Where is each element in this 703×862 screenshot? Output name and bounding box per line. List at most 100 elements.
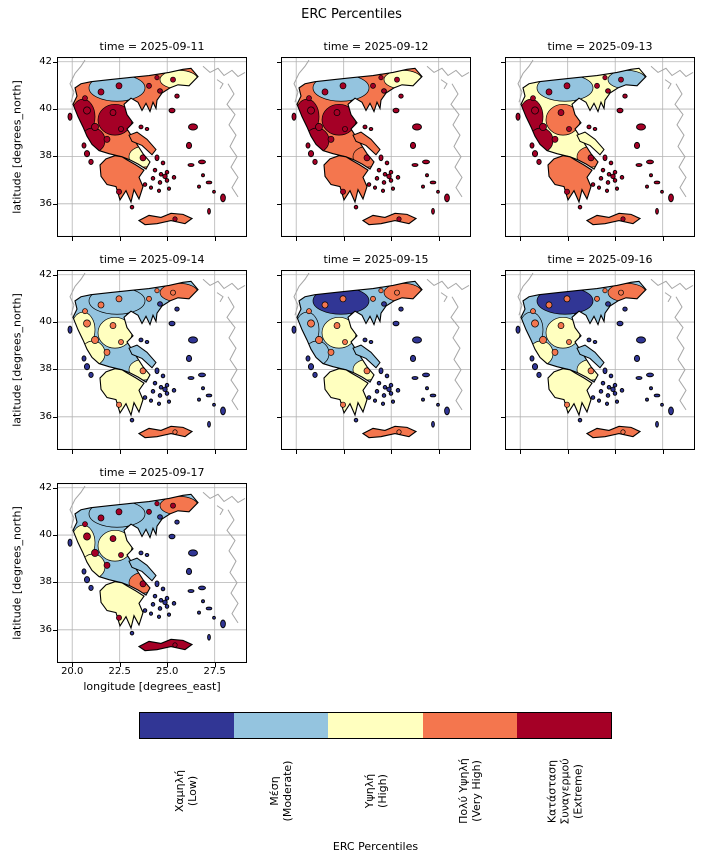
y-tick-mark	[53, 322, 57, 324]
x-tick-mark	[391, 237, 393, 241]
x-tick-mark	[343, 237, 345, 241]
x-tick-label: 27.5	[203, 666, 226, 677]
hotspots	[306, 74, 400, 162]
y-tick-mark	[277, 61, 281, 63]
x-tick-mark	[520, 450, 522, 454]
neighbor-coastlines	[69, 485, 246, 624]
greece-map	[57, 483, 247, 663]
y-tick-mark	[501, 416, 505, 418]
figure-title: ERC Percentiles	[301, 7, 402, 22]
colorbar-segment-very_high	[422, 713, 517, 738]
y-tick-label: 36	[39, 197, 52, 209]
y-tick-mark	[53, 109, 57, 111]
x-tick-mark	[296, 237, 298, 241]
colorbar-category-label-low: Χαμηλή (Low)	[173, 741, 199, 841]
y-tick-mark	[53, 629, 57, 631]
greece-map	[281, 270, 471, 450]
x-tick-mark	[662, 450, 664, 454]
y-tick-mark	[501, 156, 505, 158]
y-tick-mark	[53, 203, 57, 205]
colorbar-category-label-very_high: Πολύ Υψηλή (Very High)	[457, 741, 483, 841]
y-tick-mark	[53, 369, 57, 371]
y-tick-mark	[53, 274, 57, 276]
crete	[585, 212, 642, 226]
crete	[137, 212, 194, 226]
colorbar-label-line: Συναγερμού	[558, 757, 572, 825]
peloponnese	[323, 155, 369, 204]
neighbor-coastlines	[517, 59, 694, 198]
facet-panel: time = 2025-09-14 42 40 38 36 latitude [degr…	[11, 253, 247, 454]
greece-map	[57, 57, 247, 237]
x-tick-mark	[567, 237, 569, 241]
euboea	[128, 344, 157, 369]
y-tick-mark	[501, 322, 505, 324]
x-axis-label: longitude [degrees_east]	[83, 680, 221, 693]
facet-panel: time = 2025-09-13	[501, 40, 695, 241]
colorbar-label-line: (Moderate)	[280, 760, 294, 822]
facet-panel: time = 2025-09-11 42 40 38 36 latitude [degr…	[11, 40, 247, 241]
x-tick-mark	[343, 450, 345, 454]
x-tick-mark	[167, 237, 169, 241]
colorbar-category-label-high: Υψηλή (High)	[363, 741, 389, 841]
y-tick-label: 36	[39, 410, 52, 422]
islands	[515, 88, 674, 215]
islands	[291, 301, 450, 428]
islands	[291, 88, 450, 215]
x-tick-mark	[391, 450, 393, 454]
x-tick-mark	[72, 450, 74, 454]
y-tick-label: 40	[39, 316, 52, 328]
x-tick-mark	[72, 663, 74, 667]
y-tick-label: 38	[39, 150, 52, 162]
peloponnese	[99, 368, 145, 417]
colorbar-category-label-extreme: Κατάσταση Συναγερμού (Extreme)	[545, 741, 584, 841]
colorbar-segment-high	[328, 713, 423, 738]
euboea	[576, 131, 605, 156]
x-tick-label: 20.0	[61, 666, 84, 677]
islands	[67, 88, 226, 215]
euboea	[352, 131, 381, 156]
x-tick-label: 22.5	[108, 666, 131, 677]
crete	[361, 212, 418, 226]
colorbar-category-label-moderate: Μέση (Moderate)	[268, 741, 294, 841]
facet-panel: time = 2025-09-15	[277, 253, 471, 454]
y-tick-mark	[277, 322, 281, 324]
x-tick-mark	[72, 237, 74, 241]
islands	[67, 514, 226, 641]
facet-title: time = 2025-09-12	[323, 40, 429, 53]
x-tick-mark	[167, 450, 169, 454]
y-tick-label: 38	[39, 363, 52, 375]
x-tick-mark	[119, 450, 121, 454]
euboea	[576, 344, 605, 369]
facet-title: time = 2025-09-15	[323, 253, 429, 266]
x-tick-mark	[119, 663, 121, 667]
euboea	[128, 557, 157, 582]
x-tick-mark	[662, 237, 664, 241]
x-tick-mark	[167, 663, 169, 667]
x-tick-mark	[567, 450, 569, 454]
y-tick-mark	[277, 416, 281, 418]
colorbar-segment-moderate	[234, 713, 329, 738]
facet-title: time = 2025-09-14	[99, 253, 205, 266]
x-tick-label: 25.0	[156, 666, 179, 677]
y-tick-mark	[53, 582, 57, 584]
facet-title: time = 2025-09-13	[547, 40, 653, 53]
colorbar-segment-extreme	[516, 713, 612, 738]
y-tick-mark	[501, 203, 505, 205]
hotspots	[82, 287, 176, 375]
peloponnese	[99, 155, 145, 204]
neighbor-coastlines	[69, 272, 246, 411]
colorbar-segment-low	[140, 713, 235, 738]
neighbor-coastlines	[293, 59, 470, 198]
colorbar	[139, 712, 612, 739]
colorbar-label-line: Πολύ Υψηλή	[457, 758, 471, 824]
crete	[585, 425, 642, 439]
y-tick-mark	[53, 416, 57, 418]
y-tick-mark	[277, 203, 281, 205]
hotspots	[530, 287, 624, 375]
x-tick-mark	[615, 450, 617, 454]
y-tick-mark	[53, 487, 57, 489]
x-tick-mark	[520, 237, 522, 241]
neighbor-coastlines	[293, 272, 470, 411]
y-tick-mark	[501, 61, 505, 63]
